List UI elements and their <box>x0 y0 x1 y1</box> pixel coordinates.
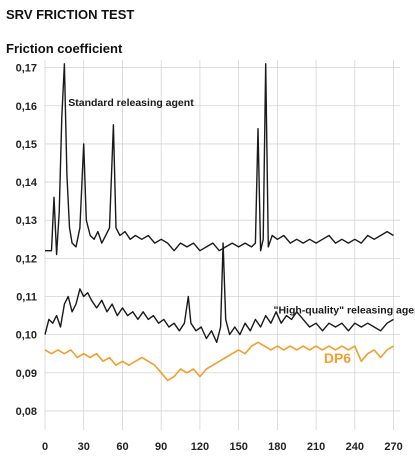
annotation-label-2: "High-quality" releasing agent <box>273 305 415 317</box>
y-tick-labels: 0,08 0,09 0,10 0,11 0,12 0,13 0,14 0,15 0,16 0,17 <box>16 63 38 418</box>
y-tick-label: 0,17 <box>16 63 37 75</box>
annotation-label-1: Standard releasing agent <box>68 97 194 109</box>
y-axis-label: Friction coefficient <box>6 41 123 56</box>
chart-title: SRV FRICTION TEST <box>6 7 134 22</box>
y-tick-label: 0,15 <box>16 139 37 151</box>
y-tick-label: 0,11 <box>16 291 37 303</box>
series-line-2 <box>44 242 394 343</box>
series-lines <box>44 63 394 382</box>
y-tick-label: 0,16 <box>16 101 37 113</box>
gridlines <box>44 60 400 430</box>
series-line-1 <box>45 63 394 256</box>
y-tick-label: 0,08 <box>16 406 37 418</box>
y-tick-label: 0,09 <box>16 368 37 380</box>
y-tick-label: 0,10 <box>16 330 37 342</box>
x-tick-label: 120 <box>191 441 209 453</box>
x-tick-label: 30 <box>78 441 90 453</box>
x-tick-label: 180 <box>268 441 286 453</box>
y-tick-label: 0,13 <box>16 215 37 227</box>
annotation-label-3: DP6 <box>324 350 351 366</box>
y-tick-label: 0,12 <box>16 253 37 265</box>
x-tick-label: 150 <box>229 441 247 453</box>
x-tick-label: 90 <box>155 441 167 453</box>
x-tick-labels: 0 30 60 90 120 150 180 210 240 270 <box>42 441 403 453</box>
y-tick-label: 0,14 <box>16 177 38 189</box>
series-line-3 <box>44 341 394 382</box>
x-tick-label: 60 <box>116 441 128 453</box>
x-tick-label: 210 <box>307 441 325 453</box>
x-tick-label: 270 <box>384 441 402 453</box>
x-tick-label: 240 <box>346 441 364 453</box>
annotations: Standard releasing agent "High-quality" r… <box>68 97 415 366</box>
x-tick-label: 0 <box>42 441 48 453</box>
